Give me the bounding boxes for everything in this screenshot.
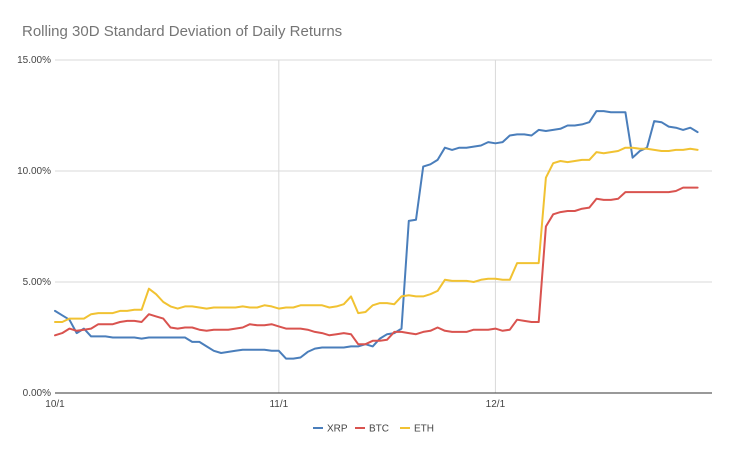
- gridlines: [55, 59, 712, 393]
- y-tick-label: 0.00%: [23, 388, 51, 399]
- legend: XRP BTC ETH: [313, 424, 434, 435]
- chart-title: Rolling 30D Standard Deviation of Daily …: [22, 23, 342, 40]
- y-tick-label: 10.00%: [17, 166, 51, 177]
- y-axis-ticks: 0.00% 5.00% 10.00% 15.00%: [17, 55, 51, 399]
- legend-item-btc: BTC: [355, 424, 389, 435]
- x-tick-label: 11/1: [269, 399, 288, 410]
- x-axis-ticks: 10/1 11/1 12/1: [45, 399, 505, 410]
- series-line-btc: [54, 186, 699, 346]
- legend-item-eth: ETH: [400, 424, 434, 435]
- legend-label: XRP: [327, 424, 348, 435]
- legend-label: BTC: [369, 424, 389, 435]
- legend-label: ETH: [414, 424, 434, 435]
- y-tick-label: 5.00%: [23, 277, 51, 288]
- legend-item-xrp: XRP: [313, 424, 348, 435]
- x-tick-label: 12/1: [486, 399, 506, 410]
- series-line-eth: [54, 146, 699, 323]
- x-tick-label: 10/1: [45, 399, 65, 410]
- series-line-xrp: [54, 110, 699, 360]
- series-lines: [54, 110, 699, 360]
- y-tick-label: 15.00%: [17, 55, 51, 66]
